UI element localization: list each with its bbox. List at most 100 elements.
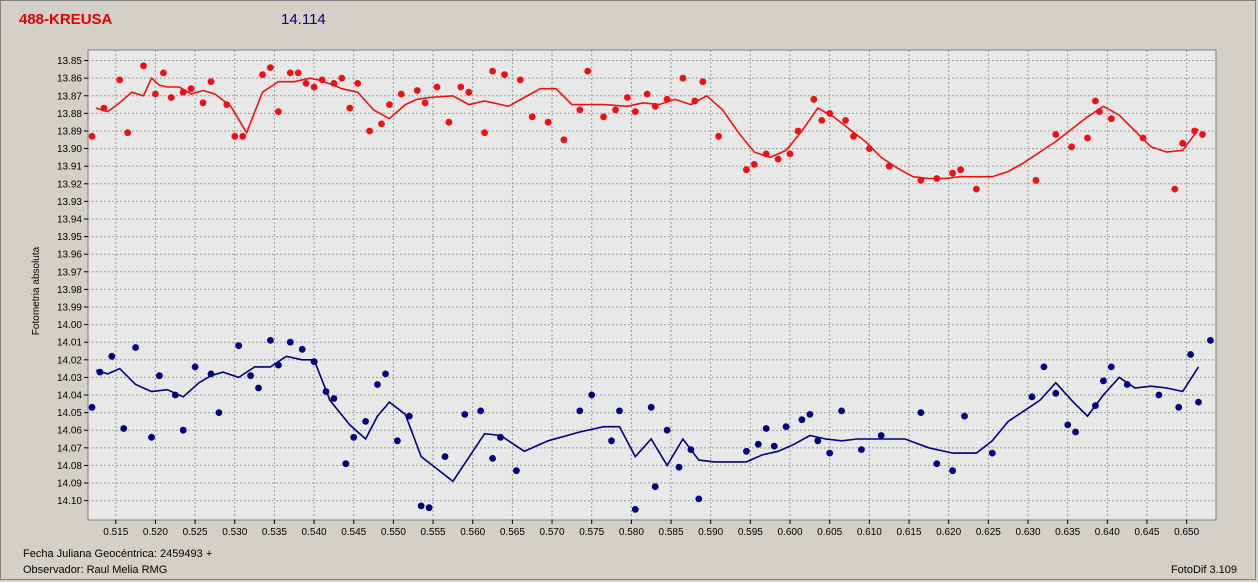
- y-tick-label: 14.01: [57, 338, 82, 349]
- data-point-series-1: [675, 463, 683, 471]
- data-point-series-0: [1096, 108, 1103, 115]
- data-point-series-1: [342, 460, 350, 468]
- x-tick-label: 0.605: [817, 527, 842, 538]
- y-tick-label: 13.98: [57, 285, 82, 296]
- data-point-series-0: [1107, 115, 1115, 123]
- data-point-series-1: [405, 412, 413, 420]
- data-point-series-1: [933, 460, 941, 468]
- data-point-series-0: [600, 113, 607, 121]
- data-point-series-0: [1199, 131, 1206, 138]
- data-point-series-0: [124, 129, 132, 137]
- trend-lines: [95, 76, 1200, 483]
- data-point-series-1: [267, 337, 274, 344]
- data-point-series-0: [933, 175, 941, 182]
- data-point-series-1: [917, 409, 925, 416]
- y-tick-label: 14.07: [57, 443, 82, 454]
- y-tick-label: 14.06: [57, 426, 82, 437]
- data-point-series-1: [1195, 398, 1202, 406]
- y-tick-label: 14.00: [57, 320, 82, 331]
- data-point-series-0: [651, 102, 659, 110]
- magnitude-value: 14.114: [281, 11, 326, 28]
- data-point-series-0: [957, 166, 964, 174]
- data-point-series-0: [116, 76, 124, 84]
- data-point-series-1: [826, 449, 834, 457]
- y-tick-label: 14.04: [57, 391, 82, 402]
- data-point-series-1: [489, 455, 496, 462]
- object-title: 488-KREUSA: [19, 11, 113, 28]
- data-point-series-0: [1052, 131, 1060, 138]
- data-point-series-0: [501, 71, 508, 78]
- data-point-series-0: [1171, 185, 1179, 193]
- data-point-series-1: [798, 416, 806, 424]
- data-point-series-0: [239, 132, 247, 140]
- data-point-series-1: [1155, 391, 1163, 399]
- data-point-series-0: [743, 166, 750, 174]
- data-point-series-0: [481, 129, 488, 137]
- y-tick-label: 13.93: [57, 197, 82, 208]
- data-point-series-1: [215, 409, 223, 416]
- data-point-series-1: [96, 368, 104, 376]
- x-tick-label: 0.625: [976, 527, 1001, 538]
- data-point-series-0: [973, 185, 980, 193]
- data-point-series-0: [199, 99, 207, 107]
- data-point-series-1: [477, 407, 485, 415]
- data-point-series-0: [457, 83, 465, 91]
- data-point-series-0: [643, 90, 651, 98]
- data-point-series-0: [663, 95, 671, 103]
- x-tick-label: 0.515: [103, 527, 128, 538]
- data-point-series-1: [350, 433, 358, 441]
- data-point-series-0: [231, 132, 239, 140]
- x-tick-label: 0.610: [857, 527, 882, 538]
- data-point-series-0: [259, 71, 266, 78]
- data-point-series-1: [631, 506, 639, 513]
- x-tick-label: 0.630: [1015, 527, 1040, 538]
- y-tick-label: 13.89: [57, 126, 82, 137]
- data-point-series-1: [608, 437, 615, 445]
- data-point-series-0: [330, 80, 338, 87]
- data-point-series-1: [814, 437, 822, 445]
- data-point-series-0: [1068, 143, 1075, 151]
- y-tick-label: 13.95: [57, 232, 82, 243]
- x-tick-label: 0.645: [1134, 527, 1159, 538]
- version-label: FotoDif 3.109: [1170, 564, 1237, 576]
- data-point-series-1: [235, 342, 243, 350]
- data-point-series-0: [794, 127, 802, 135]
- data-point-series-1: [858, 446, 865, 453]
- data-point-series-0: [1032, 176, 1040, 184]
- data-point-series-0: [152, 90, 159, 98]
- data-point-series-1: [286, 338, 294, 346]
- y-tick-label: 13.88: [57, 109, 82, 120]
- data-point-series-0: [584, 67, 592, 75]
- data-point-series-1: [310, 358, 318, 365]
- data-point-series-0: [762, 150, 770, 158]
- data-point-series-0: [917, 176, 925, 184]
- data-point-series-0: [223, 101, 231, 108]
- data-point-series-1: [838, 407, 845, 415]
- data-point-series-0: [516, 76, 524, 84]
- data-point-series-0: [413, 87, 421, 94]
- data-point-series-0: [612, 106, 619, 114]
- data-point-series-0: [179, 88, 187, 96]
- data-point-series-0: [286, 69, 294, 77]
- plot-area: [87, 49, 1217, 521]
- x-tick-label: 0.530: [222, 527, 247, 538]
- data-point-series-1: [588, 391, 596, 399]
- y-tick-label: 13.85: [57, 56, 82, 67]
- data-point-series-1: [1040, 363, 1048, 371]
- y-tick-label: 14.03: [57, 373, 82, 384]
- data-point-series-1: [513, 467, 520, 475]
- x-tick-label: 0.595: [738, 527, 763, 538]
- data-points: [88, 62, 1214, 513]
- data-point-series-0: [310, 83, 318, 91]
- data-point-series-0: [275, 108, 282, 115]
- data-point-series-0: [786, 150, 794, 158]
- trend-line-1: [95, 355, 1200, 483]
- data-point-series-0: [1139, 134, 1147, 142]
- data-point-series-1: [616, 407, 623, 415]
- data-point-series-0: [302, 80, 310, 87]
- data-point-series-1: [207, 370, 215, 378]
- y-tick-label: 14.05: [57, 408, 82, 419]
- data-point-series-1: [1052, 389, 1060, 397]
- x-tick-label: 0.575: [579, 527, 604, 538]
